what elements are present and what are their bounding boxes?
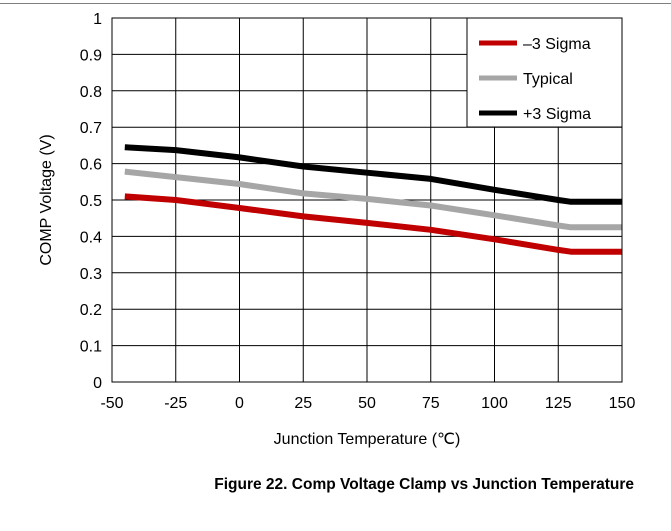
- y-tick-labels: 0 0.1 0.2 0.3 0.4 0.5 0.6 0.7 0.8 0.9 1: [80, 11, 102, 392]
- plot-border: [111, 17, 623, 383]
- legend-box: [466, 17, 623, 128]
- x-tick-label: 100: [481, 395, 508, 412]
- y-tick-label: 0.8: [80, 84, 102, 101]
- y-tick-label: 0: [93, 375, 102, 392]
- legend-label: Typical: [523, 71, 573, 88]
- top-rule: [0, 3, 671, 4]
- y-tick-label: 0.4: [80, 229, 102, 246]
- y-tick-label: 1: [93, 11, 102, 28]
- y-tick-label: 0.7: [80, 120, 102, 137]
- grid-lines: [112, 18, 622, 382]
- y-tick-label: 0.3: [80, 266, 102, 283]
- x-tick-label: -50: [100, 395, 123, 412]
- legend-label: –3 Sigma: [523, 36, 591, 53]
- x-axis-label: Junction Temperature (℃): [274, 431, 461, 448]
- x-tick-label: 150: [609, 395, 636, 412]
- x-tick-labels: -50 -25 0 25 50 75 100 125 150: [100, 395, 635, 412]
- series-line: [124, 168, 622, 231]
- x-tick-label: 50: [358, 395, 376, 412]
- x-tick-label: 25: [294, 395, 312, 412]
- line-chart: -50 -25 0 25 50 75 100 125 150 00.10.20.30.40.50…: [38, 11, 635, 448]
- figure-caption: Figure 22. Comp Voltage Clamp vs Junctio…: [214, 476, 634, 493]
- series-layer: [124, 144, 622, 255]
- y-axis-label: COMP Voltage (V): [38, 134, 55, 265]
- series-line: [124, 144, 622, 205]
- y-tick-label: 0.2: [80, 302, 102, 319]
- x-tick-label: 0: [235, 395, 244, 412]
- y-tick-label: 0.1: [80, 339, 102, 356]
- x-tick-label: -25: [164, 395, 187, 412]
- series-line: [124, 193, 622, 255]
- y-tick-label: 0.9: [80, 47, 102, 64]
- legend-label: +3 Sigma: [523, 106, 591, 123]
- x-tick-label: 125: [545, 395, 572, 412]
- y-tick-label: 0.6: [80, 157, 102, 174]
- x-tick-label: 75: [422, 395, 440, 412]
- y-tick-label: 0.5: [80, 193, 102, 210]
- legend: –3 Sigma Typical +3 Sigma: [466, 17, 623, 128]
